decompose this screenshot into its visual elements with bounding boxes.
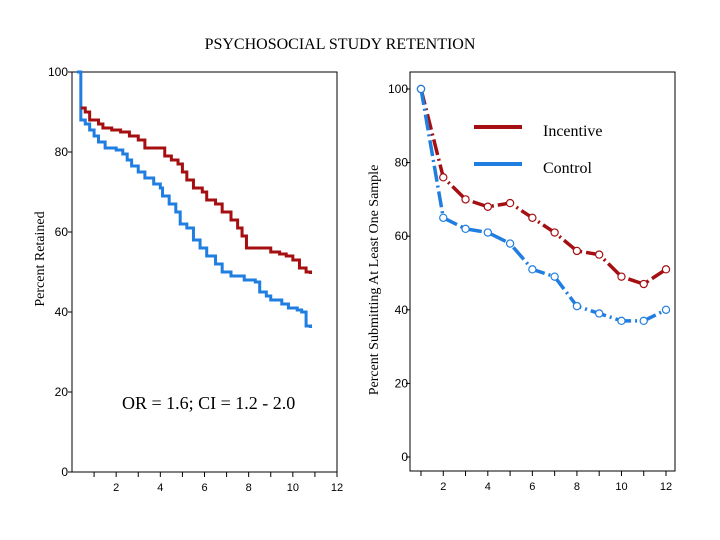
x-tick-label: 10 <box>615 481 627 493</box>
legend-label-incentive: Incentive <box>543 123 603 140</box>
y-tick-label: 80 <box>395 156 409 170</box>
data-point-incentive <box>550 228 559 237</box>
y-axis-label: Percent Submitting At Least One Sample <box>367 165 382 396</box>
data-point-control <box>483 228 493 237</box>
data-point-incentive <box>594 250 604 259</box>
data-point-control <box>439 213 448 222</box>
x-tick-label: 8 <box>574 481 580 493</box>
x-tick-label: 6 <box>529 481 535 493</box>
legend: Incentive Control <box>474 123 603 177</box>
data-point-control <box>528 265 537 274</box>
right-chart-submission: 0 20 40 60 80 100 2 4 6 8 10 12 Percent Submitting A… <box>367 71 676 493</box>
data-point-control <box>594 309 604 318</box>
x-tick-label: 12 <box>331 482 343 494</box>
y-tick-label: 0 <box>401 450 408 464</box>
y-tick-label: 40 <box>395 303 409 317</box>
x-tick-label: 10 <box>287 482 299 494</box>
y-tick-label: 20 <box>55 385 69 399</box>
x-tick-label: 4 <box>157 482 163 494</box>
data-point-control <box>617 316 626 326</box>
x-tick-label: 8 <box>246 482 252 494</box>
chart-title: PSYCHOSOCIAL STUDY RETENTION <box>205 36 476 53</box>
data-point-incentive <box>483 202 493 211</box>
data-point-control <box>572 301 582 311</box>
y-tick-label: 60 <box>55 225 69 239</box>
data-point-incentive <box>439 173 448 182</box>
series-line-incentive <box>419 88 667 286</box>
y-axis-label: Percent Retained <box>33 211 48 306</box>
data-point-incentive <box>528 213 537 222</box>
x-tick-label: 4 <box>485 481 491 493</box>
data-point-control <box>639 316 648 326</box>
x-tick-label: 6 <box>201 482 207 494</box>
data-point-incentive <box>461 195 470 204</box>
data-point-control <box>505 239 515 248</box>
data-point-incentive <box>617 272 626 281</box>
x-tick-label: 2 <box>113 482 119 494</box>
x-tick-label: 2 <box>440 481 446 493</box>
y-tick-label: 100 <box>48 65 68 79</box>
left-chart-survival: 0 20 40 60 80 100 2 4 6 8 10 12 Percent Retained OR =… <box>33 65 343 494</box>
y-tick-label: 80 <box>55 145 69 159</box>
data-point-control <box>661 305 671 314</box>
data-point-incentive <box>505 198 515 208</box>
data-point-control <box>416 84 426 94</box>
y-tick-label: 20 <box>395 376 409 390</box>
data-point-control <box>461 224 470 234</box>
annotation-odds-ratio: OR = 1.6; CI = 1.2 - 2.0 <box>122 393 295 413</box>
data-point-incentive <box>661 265 671 274</box>
x-tick-label: 12 <box>660 481 672 493</box>
data-point-incentive <box>639 279 648 289</box>
data-point-incentive <box>572 246 582 256</box>
y-tick-label: 0 <box>61 465 68 479</box>
series-line-control <box>77 70 312 328</box>
legend-label-control: Control <box>543 160 592 177</box>
y-tick-label: 40 <box>55 305 69 319</box>
plot-frame <box>409 71 676 472</box>
y-tick-label: 100 <box>388 82 408 96</box>
data-point-control <box>550 272 559 281</box>
series-line-incentive <box>80 106 312 274</box>
y-tick-label: 60 <box>395 229 409 243</box>
